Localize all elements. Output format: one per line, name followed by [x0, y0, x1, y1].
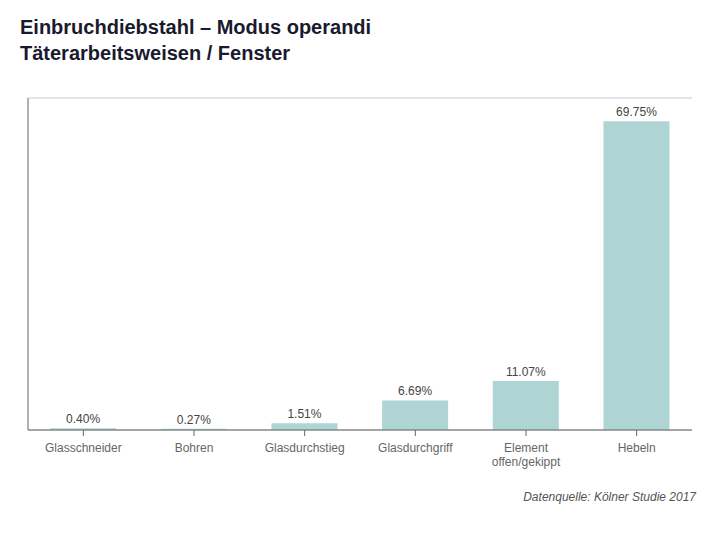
svg-text:11.07%: 11.07% — [506, 365, 546, 379]
svg-text:Hebeln: Hebeln — [618, 441, 656, 455]
svg-text:0.27%: 0.27% — [177, 413, 211, 427]
svg-text:0.40%: 0.40% — [66, 412, 100, 426]
svg-text:6.69%: 6.69% — [398, 384, 432, 398]
html-text:Täterarbeitsweisen / Fenster: Täterarbeitsweisen / Fenster — [20, 42, 291, 64]
html-text:Einbruchdiebstahl – Modus oper: Einbruchdiebstahl – Modus operandi — [20, 16, 372, 38]
svg-text:Glasdurchstieg: Glasdurchstieg — [265, 441, 345, 455]
svg-text:Glasschneider: Glasschneider — [45, 441, 122, 455]
svg-text:Elementoffen/gekippt: Elementoffen/gekippt — [492, 441, 561, 469]
svg-text:Glasdurchgriff: Glasdurchgriff — [378, 441, 453, 455]
svg-text:69.75%: 69.75% — [616, 105, 657, 119]
svg-text:Bohren: Bohren — [175, 441, 214, 455]
svg-text:1.51%: 1.51% — [287, 407, 321, 421]
html-text:Datenquelle: Kölner Studie 201: Datenquelle: Kölner Studie 2017 — [523, 490, 696, 504]
